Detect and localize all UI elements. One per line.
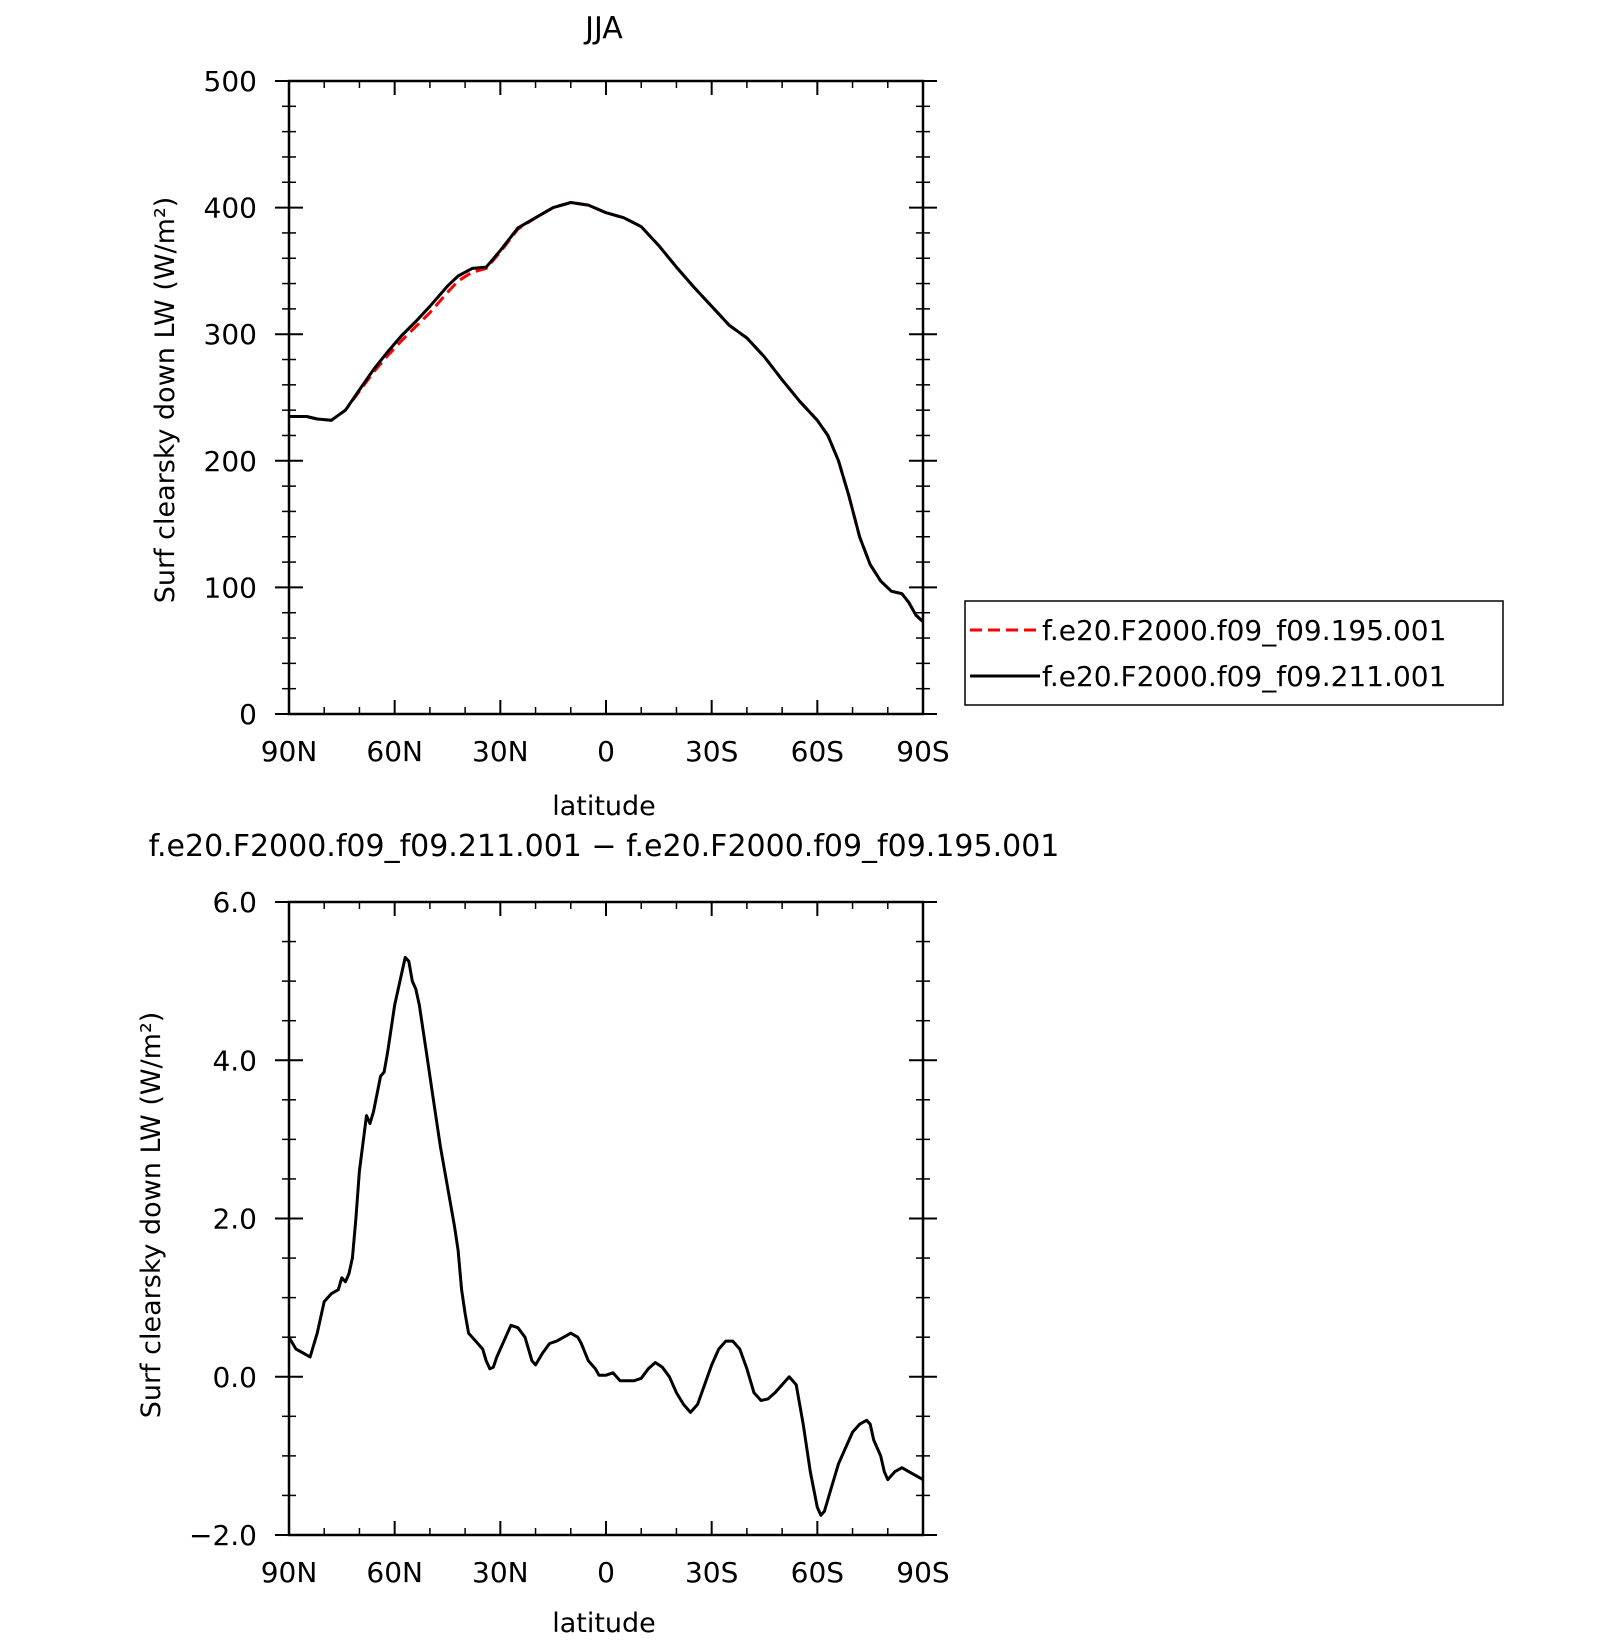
top-series-group [289, 201, 925, 623]
top-panel: JJA Surf clearsky down LW (W/m²) latitud… [150, 11, 1504, 822]
bottom-panel: f.e20.F2000.f09_f09.211.001 − f.e20.F200… [136, 829, 1059, 1639]
top-x-axis-label: latitude [552, 791, 656, 822]
bottom-x-tick-label: 60S [791, 1556, 844, 1589]
bottom-chart-title: f.e20.F2000.f09_f09.211.001 − f.e20.F200… [149, 829, 1060, 864]
bottom-x-tick-label: 30N [472, 1556, 529, 1589]
bottom-series-group [287, 955, 924, 1517]
top-y-axis-label: Surf clearsky down LW (W/m²) [150, 197, 181, 604]
bottom-x-tick-label: 60N [366, 1556, 423, 1589]
top-y-tick-label: 500 [204, 65, 257, 98]
bottom-plot-frame [287, 900, 925, 1537]
legend-box [964, 600, 1504, 706]
bottom-y-tick-label: 2.0 [212, 1203, 257, 1236]
top-y-tick-label: 0 [239, 698, 257, 731]
bottom-x-axis-label: latitude [552, 1608, 656, 1639]
bottom-y-tick-label: 0.0 [212, 1361, 257, 1394]
top-x-tick-label: 60N [366, 735, 423, 768]
top-tick-labels: 90N 60N 30N 0 30S 60S 90S 0 100 200 300 400 500 [204, 65, 950, 768]
top-tick-marks [275, 80, 937, 715]
bottom-y-axis-label: Surf clearsky down LW (W/m²) [136, 1012, 167, 1419]
bottom-series-line-1 [287, 955, 924, 1517]
top-x-tick-label: 0 [597, 735, 615, 768]
top-y-tick-label: 200 [204, 445, 257, 478]
top-series-line-1 [289, 201, 925, 623]
bottom-x-tick-label: 30S [685, 1556, 738, 1589]
bottom-y-tick-label: 4.0 [212, 1044, 257, 1077]
top-x-tick-label: 60S [791, 735, 844, 768]
top-y-tick-label: 300 [204, 318, 257, 351]
legend-label-series-2: f.e20.F2000.f09_f09.211.001 [1042, 660, 1446, 693]
legend-label-series-1: f.e20.F2000.f09_f09.195.001 [1042, 614, 1446, 647]
top-chart-title: JJA [583, 11, 623, 46]
bottom-y-tick-label: −2.0 [189, 1519, 257, 1552]
bottom-x-tick-label: 0 [597, 1556, 615, 1589]
top-series-line-2 [289, 201, 925, 623]
bottom-x-tick-label: 90N [261, 1556, 318, 1589]
legend: f.e20.F2000.f09_f09.195.001 f.e20.F2000.… [964, 600, 1504, 706]
bottom-tick-labels: 90N 60N 30N 0 30S 60S 90S −2.0 0.0 2.0 4.0 6.0 [189, 886, 950, 1589]
top-plot-frame [287, 79, 925, 716]
bottom-tick-marks [275, 901, 937, 1536]
top-x-tick-label: 30S [685, 735, 738, 768]
bottom-y-tick-label: 6.0 [212, 886, 257, 919]
bottom-x-tick-label: 90S [896, 1556, 949, 1589]
top-x-tick-label: 30N [472, 735, 529, 768]
top-y-tick-label: 100 [204, 571, 257, 604]
top-x-tick-label: 90S [896, 735, 949, 768]
top-x-tick-label: 90N [261, 735, 318, 768]
top-y-tick-label: 400 [204, 192, 257, 225]
